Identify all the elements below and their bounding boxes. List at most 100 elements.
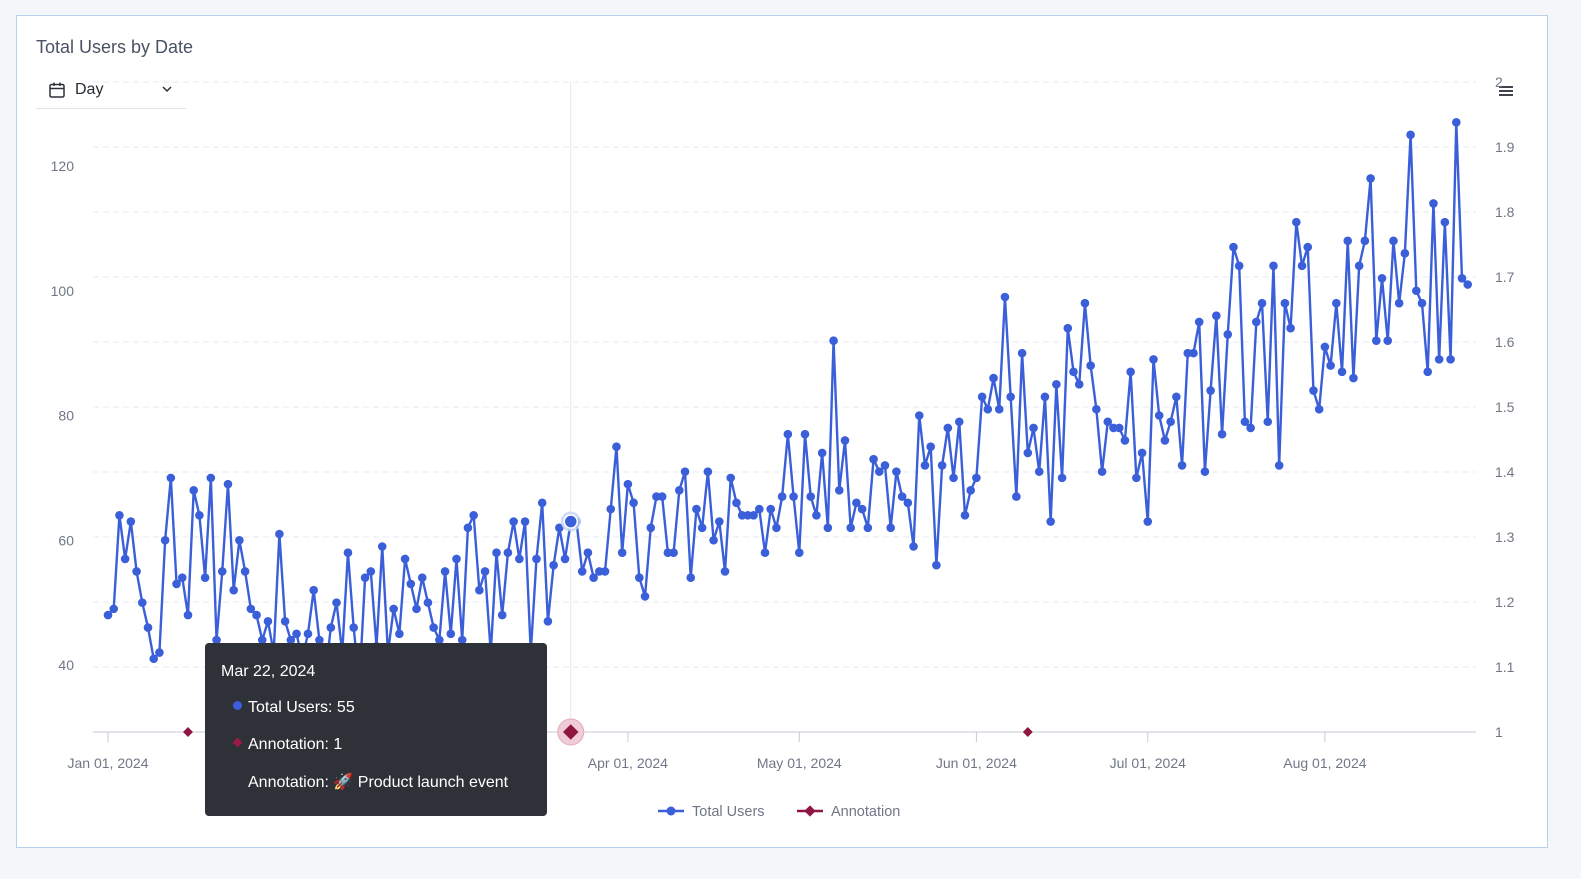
total-users-point (440, 567, 450, 576)
total-users-point (977, 392, 987, 402)
total-users-point (1023, 448, 1033, 458)
tooltip-users-value: 55 (336, 699, 355, 716)
hamburger-menu-icon[interactable] (1497, 82, 1515, 100)
calendar-icon (49, 82, 65, 98)
total-users-point (772, 523, 781, 533)
total-users-point (1429, 199, 1438, 208)
total-users-point (155, 648, 164, 657)
tooltip-users-row: Total Users: 55 (248, 699, 355, 717)
total-users-point (326, 623, 336, 632)
tooltip-note-row: Annotation: 🚀 Product launch event (248, 772, 508, 792)
total-users-point (1406, 130, 1415, 140)
total-users-point (892, 467, 901, 476)
total-users-point (1212, 311, 1221, 321)
total-users-point (229, 585, 238, 595)
total-users-point (1297, 261, 1307, 271)
total-users-point (103, 610, 113, 620)
total-users-point (1097, 467, 1107, 476)
total-users-point (480, 567, 490, 576)
total-users-point (869, 454, 878, 464)
y-left-tick-label: 60 (58, 532, 74, 548)
total-users-point (823, 523, 833, 533)
total-users-point (509, 517, 518, 526)
total-users-point (1349, 373, 1358, 383)
total-users-point (989, 373, 998, 383)
total-users-point (1360, 236, 1370, 246)
total-users-point (475, 585, 484, 595)
total-users-point (1354, 261, 1364, 271)
total-users-point (817, 448, 827, 458)
y-left-tick-label: 80 (58, 408, 74, 424)
total-users-point (1132, 473, 1141, 483)
total-users-point (137, 598, 147, 607)
total-users-point (1463, 280, 1473, 289)
total-users-point (623, 479, 633, 489)
total-users-point (1411, 286, 1421, 296)
y-right-tick-label: 1.7 (1495, 269, 1515, 285)
total-users-point (143, 623, 153, 632)
y-left-tick-label: 100 (51, 283, 75, 299)
total-users-point (1274, 461, 1284, 470)
total-users-point (909, 542, 918, 551)
y-right-tick-label: 1.9 (1495, 139, 1515, 155)
total-users-point (1372, 336, 1381, 345)
total-users-point (457, 635, 467, 645)
total-users-point (600, 567, 610, 576)
total-users-point (286, 635, 296, 645)
total-users-point (1000, 292, 1010, 302)
total-users-point (720, 567, 730, 576)
chart-tooltip: Mar 22, 2024 Total Users: 55 Annotation:… (205, 643, 547, 816)
total-users-point (395, 629, 404, 639)
total-users-point (1080, 298, 1090, 308)
total-users-point (1052, 380, 1061, 389)
total-users-point (206, 473, 216, 483)
total-users-point (452, 554, 461, 564)
total-users-point (1377, 273, 1387, 283)
total-users-point (120, 554, 130, 564)
total-users-point (1280, 298, 1290, 308)
total-users-point (1103, 417, 1113, 427)
total-users-point (1063, 323, 1073, 333)
period-select[interactable]: Day (36, 72, 186, 109)
total-users-point (1332, 298, 1341, 308)
total-users-point (1177, 461, 1187, 470)
total-users-point (949, 473, 958, 483)
legend-annotation-marker (804, 805, 816, 817)
y-right-tick-label: 1.1 (1495, 659, 1515, 675)
total-users-point (200, 573, 210, 582)
total-users-point (1034, 467, 1044, 476)
total-users-point (914, 411, 924, 420)
total-users-point (903, 498, 913, 508)
total-users-point (343, 548, 353, 558)
legend-users-marker (666, 806, 676, 816)
total-users-point (617, 548, 627, 558)
y-left-tick-label: 120 (51, 158, 75, 174)
total-users-point (880, 461, 890, 470)
total-users-point (406, 579, 416, 589)
total-users-point (389, 604, 398, 614)
total-users-point (1120, 436, 1130, 445)
total-users-point (994, 404, 1004, 414)
total-users-point (1046, 517, 1055, 526)
total-users-point (1366, 174, 1375, 183)
total-users-point (252, 610, 261, 620)
tooltip-annotation-row: Annotation: 1 (248, 736, 342, 754)
total-users-point (1394, 298, 1404, 308)
total-users-point (960, 511, 970, 520)
total-users-point (360, 573, 370, 582)
annotation-marker (183, 727, 193, 737)
total-users-point (606, 504, 616, 514)
total-users-point (1446, 355, 1455, 364)
total-users-point (777, 492, 787, 501)
total-users-point (937, 461, 947, 470)
total-users-point (846, 523, 856, 533)
x-tick-label: Apr 01, 2024 (588, 755, 668, 771)
tooltip-users-marker (233, 701, 242, 710)
tooltip-note-value: 🚀 Product launch event (333, 774, 509, 791)
total-users-point (583, 548, 593, 558)
total-users-point (1314, 404, 1324, 414)
highlighted-point (563, 514, 579, 529)
total-users-point (686, 573, 696, 582)
total-users-point (1206, 386, 1215, 395)
tooltip-annotation-marker (232, 737, 243, 748)
